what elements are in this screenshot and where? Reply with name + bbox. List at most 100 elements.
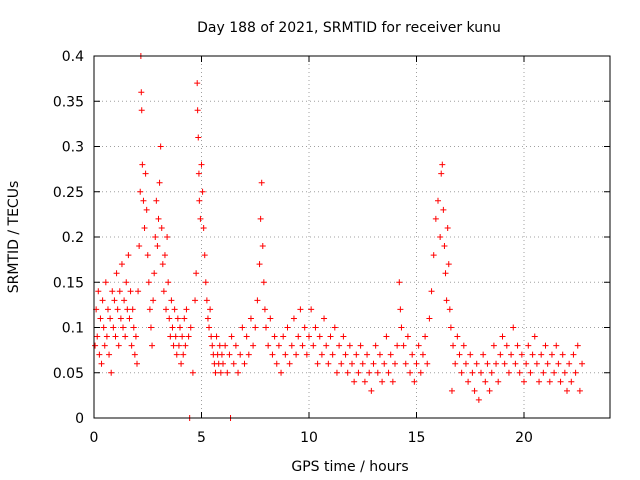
data-point [290, 315, 297, 322]
data-point [168, 297, 175, 304]
data-point [280, 333, 287, 340]
data-point [366, 369, 373, 376]
data-point [400, 342, 407, 349]
data-point [579, 360, 586, 367]
data-point [258, 179, 265, 186]
data-point [196, 197, 203, 204]
data-point [112, 333, 119, 340]
data-point [368, 387, 375, 394]
data-point [189, 369, 196, 376]
data-point [125, 252, 132, 259]
x-tick-label: 20 [515, 430, 533, 446]
data-point [154, 243, 161, 250]
data-point [228, 333, 235, 340]
chart-title: Day 188 of 2021, SRMTID for receiver kun… [197, 20, 501, 36]
data-point [372, 342, 379, 349]
data-point [102, 279, 109, 286]
data-point [174, 315, 181, 322]
data-point [310, 342, 317, 349]
data-point [180, 351, 187, 358]
data-point [135, 288, 142, 295]
x-tick-label: 10 [300, 430, 318, 446]
data-point [316, 333, 323, 340]
data-point [501, 360, 508, 367]
data-point [167, 333, 174, 340]
data-point [295, 333, 302, 340]
data-point [195, 134, 202, 141]
data-point [181, 315, 188, 322]
data-point [99, 297, 106, 304]
data-point [351, 378, 358, 385]
data-point [533, 360, 540, 367]
data-point [226, 351, 233, 358]
grid [94, 56, 610, 418]
data-point [397, 306, 404, 313]
y-axis-label: SRMTID / TECUs [6, 181, 22, 294]
data-point [422, 333, 429, 340]
data-point [220, 360, 226, 367]
data-point [448, 387, 455, 394]
data-point [114, 306, 121, 313]
data-point [232, 342, 239, 349]
data-point [117, 315, 124, 322]
data-point [460, 342, 467, 349]
data-point [503, 342, 510, 349]
data-point [514, 342, 521, 349]
data-point [243, 333, 250, 340]
data-point [212, 369, 219, 376]
data-point [306, 333, 312, 340]
data-point [482, 378, 489, 385]
data-point [374, 369, 381, 376]
data-point [432, 215, 439, 222]
data-point [145, 279, 152, 286]
data-point [158, 224, 165, 231]
data-point [555, 360, 562, 367]
data-point [124, 306, 131, 313]
data-point [437, 234, 444, 240]
data-point [187, 324, 194, 331]
data-point [510, 324, 517, 331]
data-point [574, 342, 581, 349]
data-point [284, 324, 291, 331]
data-point [282, 351, 289, 358]
data-point [218, 351, 225, 358]
data-point [95, 288, 102, 295]
data-point [454, 333, 461, 340]
data-point [419, 351, 426, 358]
data-point [392, 360, 398, 367]
data-point [155, 215, 162, 222]
data-point [426, 315, 433, 322]
data-point [131, 351, 138, 358]
data-point [254, 297, 261, 304]
data-point [137, 188, 144, 195]
y-tick-label: 0.4 [62, 49, 84, 65]
data-point [263, 324, 269, 331]
data-point [192, 297, 199, 304]
data-point [134, 360, 140, 367]
data-point [224, 369, 231, 376]
series-srmtid [92, 53, 586, 403]
data-point [544, 360, 551, 367]
data-point [222, 342, 229, 349]
data-point [164, 234, 171, 240]
data-point [301, 324, 308, 331]
data-point [342, 351, 349, 358]
data-point [149, 342, 156, 349]
data-point [172, 333, 179, 340]
data-point [150, 297, 157, 304]
data-point [130, 324, 137, 331]
data-point [142, 170, 149, 177]
data-point [165, 279, 172, 286]
data-point [151, 270, 158, 277]
data-point [123, 279, 130, 286]
data-point [338, 360, 345, 367]
data-point [312, 324, 319, 331]
data-point [381, 360, 388, 367]
data-point [546, 378, 553, 385]
data-point [141, 224, 148, 231]
data-point [179, 333, 186, 340]
data-point [204, 315, 211, 322]
data-point [139, 161, 146, 168]
data-point [163, 306, 170, 313]
data-point [101, 342, 108, 349]
